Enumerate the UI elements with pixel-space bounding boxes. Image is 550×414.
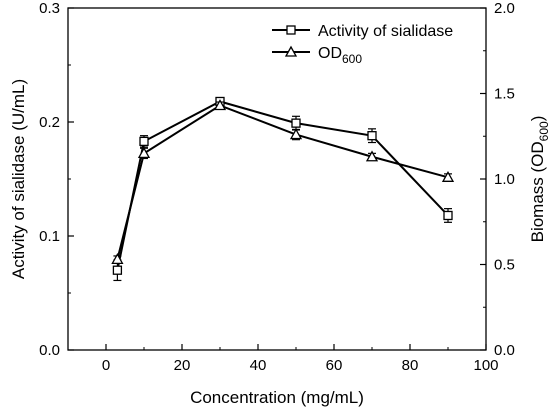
data-point: [365, 150, 379, 162]
y-right-tick-label: 0.5: [494, 257, 515, 274]
y-right-axis-title-sub: 600: [537, 121, 550, 141]
legend-label-main: Activity of sialidase: [318, 23, 453, 40]
legend-item: Activity of sialidase: [272, 23, 453, 40]
x-tick-label: 60: [326, 357, 343, 374]
x-tick-label: 100: [473, 357, 498, 374]
series-od600: [111, 99, 455, 265]
y-left-axis-title: Activity of sialidase (U/mL): [9, 79, 28, 279]
plot-frame: [67, 7, 487, 351]
y-right-tick-label: 2.0: [494, 0, 515, 17]
data-point: [443, 210, 453, 221]
series-activity: [112, 96, 453, 282]
legend-label: OD600: [318, 45, 362, 66]
series-line: [116, 104, 449, 260]
data-point: [289, 128, 303, 140]
x-tick-label: 20: [174, 357, 191, 374]
series-line: [116, 100, 449, 271]
data-point: [111, 253, 124, 265]
legend-label-main: OD: [318, 45, 342, 62]
y-right-tick-label: 1.5: [494, 86, 515, 103]
y-left-tick-label: 0.2: [39, 114, 60, 131]
legend-item: OD600: [272, 45, 362, 66]
x-tick-label: 40: [250, 357, 267, 374]
y-left-tick-label: 0.3: [39, 0, 60, 17]
data-point: [112, 265, 123, 275]
legend-marker: [286, 25, 296, 35]
data-point: [291, 118, 301, 128]
data-point: [213, 99, 227, 111]
x-axis-title: Concentration (mg/mL): [190, 388, 364, 407]
y-right-tick-label: 0.0: [494, 342, 515, 359]
legend-label-sub: 600: [342, 52, 362, 66]
y-right-axis-title: Biomass (OD600): [528, 116, 550, 243]
data-point: [367, 131, 377, 141]
y-left-tick-label: 0.1: [39, 228, 60, 245]
data-point: [137, 147, 151, 159]
y-right-axis-title-suffix: ): [528, 116, 547, 122]
series-layer: [111, 96, 455, 282]
legend: Activity of sialidase OD600: [272, 23, 453, 66]
x-tick-label: 0: [102, 357, 110, 374]
data-point: [139, 136, 149, 147]
axes: 0 20 40 60 80 1000.00.10.20.30.00.51.01.52.0C…: [9, 0, 550, 407]
x-tick-label: 80: [402, 357, 419, 374]
y-right-tick-label: 1.0: [494, 171, 515, 188]
y-right-axis-title-main: Biomass (OD: [528, 141, 547, 242]
legend-marker: [284, 45, 298, 57]
y-left-tick-label: 0.0: [39, 342, 60, 359]
legend-label: Activity of sialidase: [318, 23, 453, 40]
data-point: [441, 170, 455, 182]
